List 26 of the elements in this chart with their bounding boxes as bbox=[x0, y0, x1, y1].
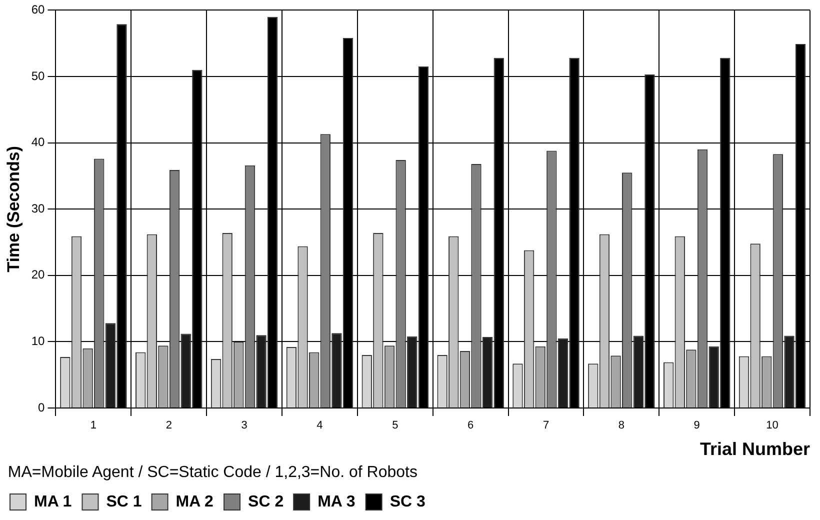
y-tick-label: 50 bbox=[31, 68, 46, 83]
y-tick-label: 20 bbox=[31, 268, 46, 282]
x-tick-label: 9 bbox=[694, 420, 700, 432]
legend-label: SC 2 bbox=[248, 493, 284, 510]
x-tick-label: 8 bbox=[618, 420, 624, 432]
x-tick-label: 7 bbox=[542, 420, 550, 432]
y-tick-label: 60 bbox=[31, 2, 46, 17]
x-tick-label: 5 bbox=[392, 420, 398, 432]
y-tick-label: 40 bbox=[31, 135, 46, 150]
y-tick-label: 30 bbox=[31, 201, 46, 216]
x-tick-label: 3 bbox=[241, 420, 248, 432]
legend-title: MA=Mobile Agent / SC=Static Code / 1,2,3=No. of Robots bbox=[8, 464, 418, 482]
legend-label: SC 1 bbox=[106, 493, 142, 510]
x-tick-label: 10 bbox=[766, 420, 778, 432]
y-tick-label: 0 bbox=[38, 400, 46, 414]
x-tick-label: 1 bbox=[90, 420, 97, 432]
x-tick-label: 4 bbox=[316, 420, 323, 432]
legend-label: SC 3 bbox=[390, 493, 426, 510]
legend-label: MA 2 bbox=[176, 493, 214, 510]
y-axis-title: Time (Seconds) bbox=[4, 146, 23, 272]
legend-label: MA 3 bbox=[318, 493, 356, 510]
x-axis-title: Trial Number bbox=[700, 438, 810, 459]
y-tick-label: 10 bbox=[31, 334, 46, 348]
x-tick-label: 2 bbox=[166, 420, 172, 432]
legend-label: MA 1 bbox=[34, 493, 72, 510]
x-tick-label: 6 bbox=[468, 420, 474, 432]
